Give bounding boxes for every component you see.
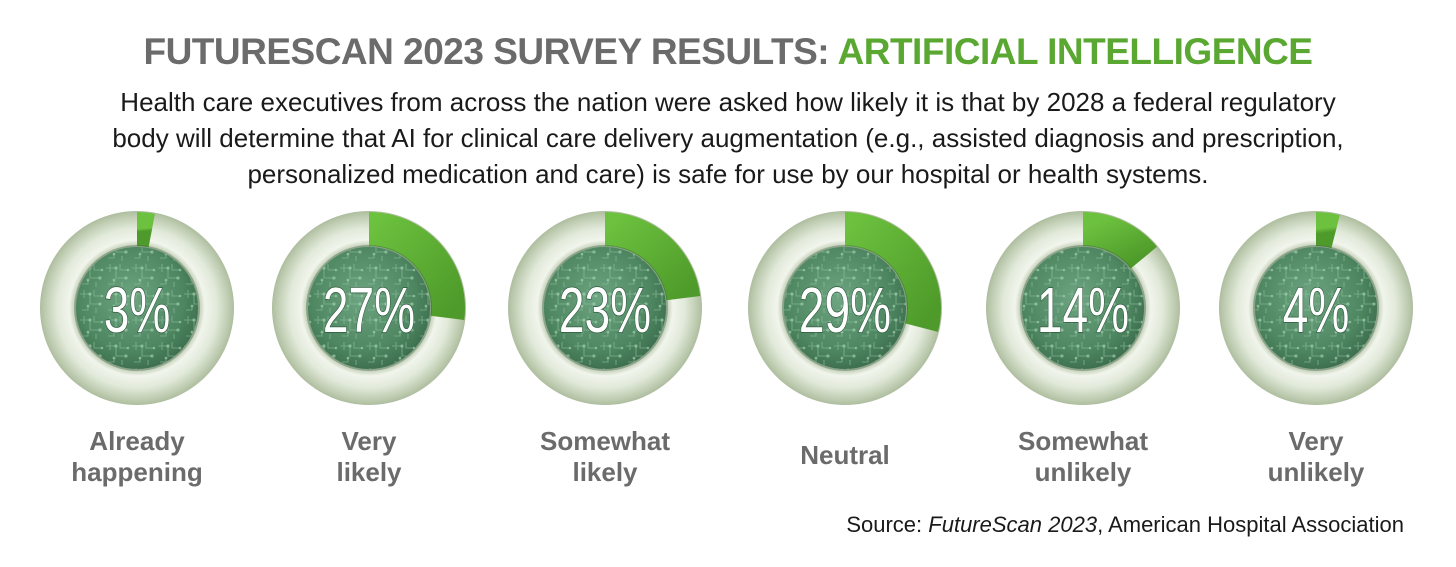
category-label: Somewhat xyxy=(1018,426,1148,456)
donut-arc xyxy=(368,212,465,321)
category-label: Neutral xyxy=(800,440,890,470)
subtitle-line-3: personalized medication and care) is saf… xyxy=(247,159,1209,189)
subtitle-line-1: Health care executives from across the n… xyxy=(120,87,1336,117)
source-note: Source: FutureScan 2023, American Hospit… xyxy=(846,512,1404,538)
donut-arc xyxy=(1315,212,1340,249)
donut-circuit-pattern xyxy=(1022,247,1144,369)
donut-4: 29% Neutral xyxy=(748,211,942,470)
donut-value-label: 4% xyxy=(1283,275,1350,346)
category-label: Somewhat xyxy=(540,426,670,456)
source-suffix: , American Hospital Association xyxy=(1097,512,1404,537)
donut-circuit-pattern xyxy=(1255,247,1377,369)
source-title: FutureScan 2023 xyxy=(928,512,1098,537)
category-label: likely xyxy=(336,457,402,487)
donut-arc xyxy=(136,212,155,248)
donut-value-label: 29% xyxy=(799,275,891,346)
donut-circuit-pattern xyxy=(544,247,666,369)
source-prefix: Source: xyxy=(846,512,923,537)
donut-value-label: 3% xyxy=(104,275,171,346)
donut-arc xyxy=(604,212,701,301)
category-label: Very xyxy=(1289,426,1344,456)
chart-title: FUTURESCAN 2023 SURVEY RESULTS: ARTIFICI… xyxy=(0,32,1456,72)
donut-value-label: 14% xyxy=(1037,275,1129,346)
donut-circuit-pattern xyxy=(784,247,906,369)
donut-circuit-pattern xyxy=(308,247,430,369)
category-label: likely xyxy=(572,457,638,487)
donut-arc xyxy=(844,212,941,332)
category-label: unlikely xyxy=(1268,457,1365,487)
title-accent: ARTIFICIAL INTELLIGENCE xyxy=(837,31,1313,72)
donut-charts: 3%Alreadyhappening27%Verylikely23%Somewh… xyxy=(40,211,1413,487)
chart-subtitle: Health care executives from across the n… xyxy=(20,84,1436,192)
donut-circuit-pattern xyxy=(76,247,198,369)
donut-value-label: 27% xyxy=(323,275,415,346)
donut-value-label: 23% xyxy=(559,275,651,346)
donut-arc xyxy=(1082,212,1157,269)
category-label: Already xyxy=(89,426,185,456)
category-label: happening xyxy=(71,457,202,487)
subtitle-line-2: body will determine that AI for clinical… xyxy=(112,123,1344,153)
category-label: Very xyxy=(342,426,397,456)
title-main: FUTURESCAN 2023 SURVEY RESULTS: xyxy=(143,31,830,72)
category-label: unlikely xyxy=(1035,457,1132,487)
